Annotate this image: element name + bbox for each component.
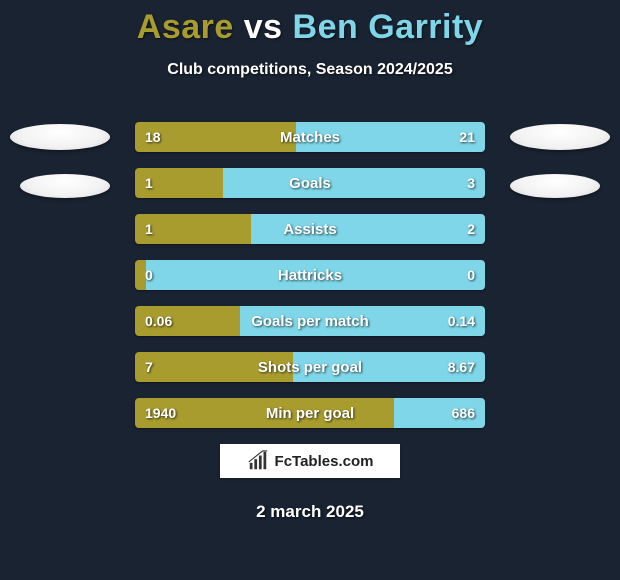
bar-left-fill [135,306,240,336]
bar-right-fill [293,352,486,382]
player1-badge-1 [10,124,110,150]
stat-row: 1821Matches [135,122,485,152]
snapshot-date: 2 march 2025 [0,502,620,522]
bar-right-fill [394,398,485,428]
bar-left-fill [135,122,296,152]
bar-right-fill [146,260,486,290]
branding-badge: FcTables.com [220,444,400,478]
player2-badge-2 [510,174,600,198]
comparison-title: Asare vs Ben Garrity [0,0,620,47]
player2-badge-1 [510,124,610,150]
player1-badge-2 [20,174,110,198]
stat-row: 00Hattricks [135,260,485,290]
stat-row: 0.060.14Goals per match [135,306,485,336]
stat-row: 13Goals [135,168,485,198]
player1-name: Asare [137,8,234,46]
bar-right-fill [296,122,485,152]
bar-left-fill [135,168,223,198]
stat-row: 78.67Shots per goal [135,352,485,382]
subtitle: Club competitions, Season 2024/2025 [0,61,620,79]
bar-left-fill [135,260,146,290]
bar-right-fill [223,168,486,198]
comparison-bars: 1821Matches 13Goals 12Assists 00Hattricks 0.… [135,122,485,444]
bar-right-fill [240,306,485,336]
stat-row: 12Assists [135,214,485,244]
bar-right-fill [251,214,486,244]
player2-name: Ben Garrity [293,8,484,46]
bar-left-fill [135,352,293,382]
vs-separator: vs [244,8,283,46]
chart-icon [247,450,269,472]
branding-text: FcTables.com [275,453,374,470]
bar-left-fill [135,398,394,428]
stat-row: 1940686Min per goal [135,398,485,428]
bar-left-fill [135,214,251,244]
